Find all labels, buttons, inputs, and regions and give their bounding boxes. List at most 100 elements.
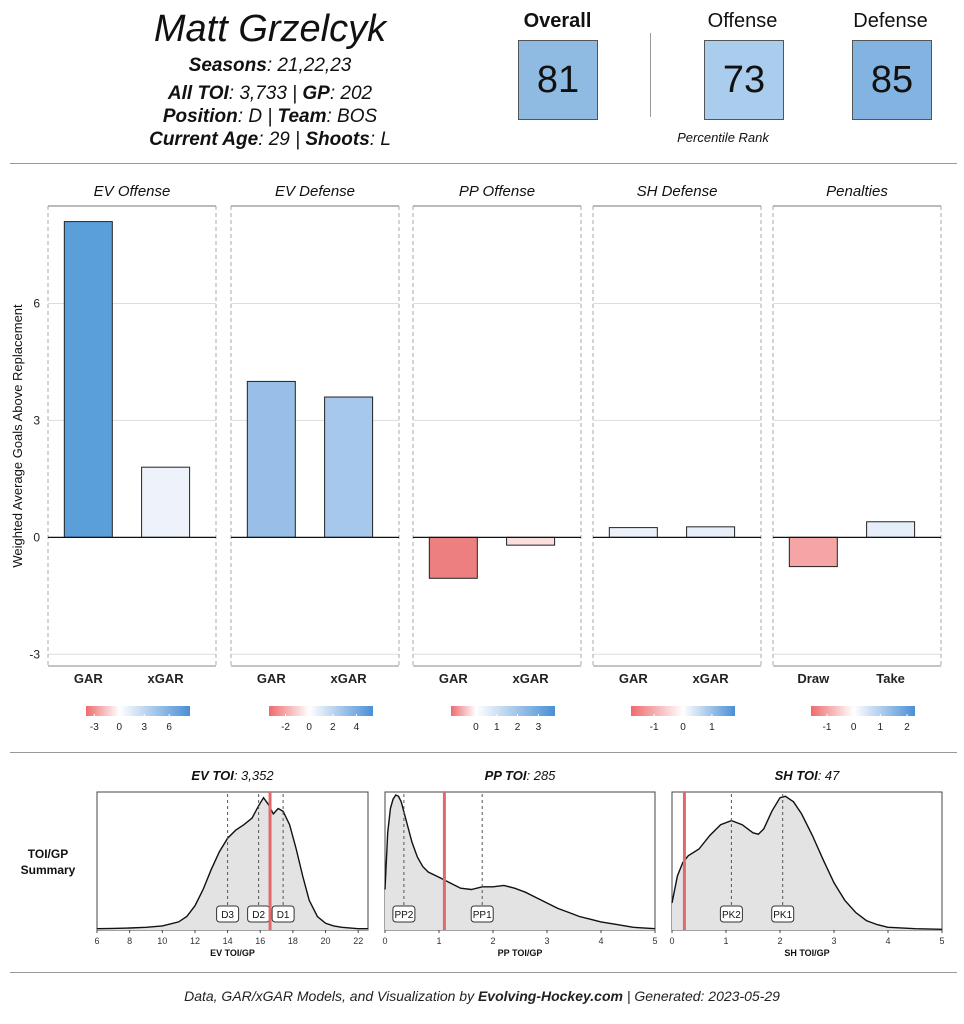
density-line: [384, 794, 656, 930]
x-tick-label: 18: [288, 936, 298, 946]
role-marker-label: PK1: [773, 910, 792, 921]
role-marker-label: PP2: [394, 910, 413, 921]
panel-title: EV Defense: [275, 183, 355, 200]
team-label: Team: [277, 106, 327, 127]
x-tick-label: GAR: [619, 671, 649, 686]
legend-tick-label: 0: [116, 722, 122, 733]
x-tick-label: GAR: [74, 671, 104, 686]
panel-title: EV Offense: [94, 183, 171, 200]
bar-gar: [63, 221, 113, 538]
toi-panel-title: SH TOI: 47: [775, 768, 841, 783]
y-tick-label: -3: [29, 647, 40, 661]
legend-tick-label: 2: [515, 722, 521, 733]
y-tick-label: 6: [33, 296, 40, 310]
role-marker-label: PK2: [722, 910, 741, 921]
legend-tick-label: -1: [650, 722, 659, 733]
gar-panel-1: EV Defense GAR xGAR -2 0 2 4: [230, 183, 400, 733]
defense-label: Defense: [853, 10, 928, 32]
x-tick-label: GAR: [257, 671, 287, 686]
panel-title: Penalties: [826, 183, 888, 200]
x-axis-title: EV TOI/GP: [210, 948, 255, 958]
x-tick-label: 8: [127, 936, 132, 946]
legend-tick-label: 0: [680, 722, 686, 733]
role-marker-box: [470, 905, 494, 923]
role-marker-label: D2: [252, 910, 265, 921]
x-tick-label: xGAR: [331, 671, 368, 686]
toi-title-bold: SH TOI: [775, 768, 818, 783]
offense-label: Offense: [707, 10, 778, 32]
x-tick-label: 3: [831, 936, 836, 946]
bar-xgar: [686, 526, 736, 538]
toi-panel-0: EV TOI: 3,352 D3 D2 D1 6 8 10 12 14 16 18 20 22 EV TO…: [94, 768, 369, 958]
bar-gar: [608, 527, 658, 538]
legend-tick-label: 3: [141, 722, 147, 733]
panel-title: PP Offense: [459, 183, 535, 200]
y-tick-label: 0: [33, 530, 40, 544]
middle-divider: [10, 752, 957, 753]
gar-panel-3: SH Defense GAR xGAR -1 0 1: [592, 183, 762, 733]
gar-panel-0: EV Offense GAR xGAR -3 0 3 6: [47, 183, 217, 733]
toi-title-value: : 47: [818, 768, 840, 783]
x-tick-label: xGAR: [513, 671, 550, 686]
color-legend-bar: [631, 706, 735, 716]
role-marker-box: [216, 905, 240, 923]
offense-score-box: 73: [704, 40, 784, 120]
role-marker-box: [392, 905, 416, 923]
x-tick-label: 4: [885, 936, 890, 946]
gp-value: : 202: [329, 83, 373, 104]
gar-bar-chart: Weighted Average Goals Above Replacement…: [10, 183, 942, 733]
seasons-label: Seasons: [188, 55, 267, 76]
position-label: Position: [162, 106, 238, 127]
age-value: : 29 |: [258, 129, 306, 150]
team-value: : BOS: [326, 106, 378, 127]
legend-tick-label: 3: [536, 722, 542, 733]
overall-label: Overall: [523, 10, 592, 32]
footer-prefix: Data, GAR/xGAR Models, and Visualization…: [184, 988, 478, 1004]
role-marker-label: D1: [277, 910, 290, 921]
bar-xgar: [324, 396, 374, 538]
shoots-value: : L: [369, 129, 391, 150]
x-tick-label: 6: [94, 936, 99, 946]
legend-tick-label: 1: [709, 722, 715, 733]
x-tick-label: GAR: [439, 671, 469, 686]
toi-panel-title: PP TOI: 285: [485, 768, 557, 783]
age-label: Current Age: [149, 129, 259, 150]
gar-panel-2: PP Offense GAR xGAR 0 1 2 3: [412, 183, 582, 733]
legend-tick-label: 0: [306, 722, 312, 733]
x-tick-label: 0: [382, 936, 387, 946]
bar-gar: [246, 380, 296, 538]
legend-tick-label: 0: [473, 722, 479, 733]
x-tick-label: Draw: [797, 671, 830, 686]
bar-xgar: [506, 536, 556, 546]
color-legend-bar: [86, 706, 190, 716]
x-tick-label: 1: [723, 936, 728, 946]
all-toi-label: All TOI: [167, 83, 229, 104]
gar-panel-4: Penalties Draw Take -1 0 1 2: [772, 183, 942, 733]
y-axis-title: Weighted Average Goals Above Replacement: [10, 304, 25, 568]
shoots-label: Shoots: [305, 129, 370, 150]
legend-tick-label: -1: [823, 722, 832, 733]
seasons-line: Seasons: 21,22,23: [0, 55, 540, 77]
x-tick-label: 0: [669, 936, 674, 946]
header-divider: [10, 163, 957, 164]
x-tick-label: 1: [436, 936, 441, 946]
color-legend-bar: [811, 706, 915, 716]
defense-score-box: 85: [852, 40, 932, 120]
legend-tick-label: 4: [354, 722, 360, 733]
role-marker-label: D3: [221, 910, 234, 921]
role-marker-box: [771, 905, 795, 923]
x-tick-label: 4: [598, 936, 603, 946]
x-tick-label: 5: [939, 936, 944, 946]
panel-title: SH Defense: [637, 183, 718, 200]
density-line: [671, 795, 943, 930]
player-name: Matt Grzelcyk: [153, 8, 387, 50]
toi-title-value: : 3,352: [234, 768, 275, 783]
color-legend-bar: [451, 706, 555, 716]
density-area: [97, 797, 368, 930]
toi-panel-2: SH TOI: 47 PK2 PK1 0 1 2 3 4 5 SH TOI/GP: [669, 768, 944, 958]
age-shoots-line: Current Age: 29 | Shoots: L: [0, 129, 540, 151]
toi-panel-1: PP TOI: 285 PP2 PP1 0 1 2 3 4 5 PP TOI/GP: [382, 768, 657, 958]
x-tick-label: 22: [353, 936, 363, 946]
density-area: [385, 795, 655, 930]
